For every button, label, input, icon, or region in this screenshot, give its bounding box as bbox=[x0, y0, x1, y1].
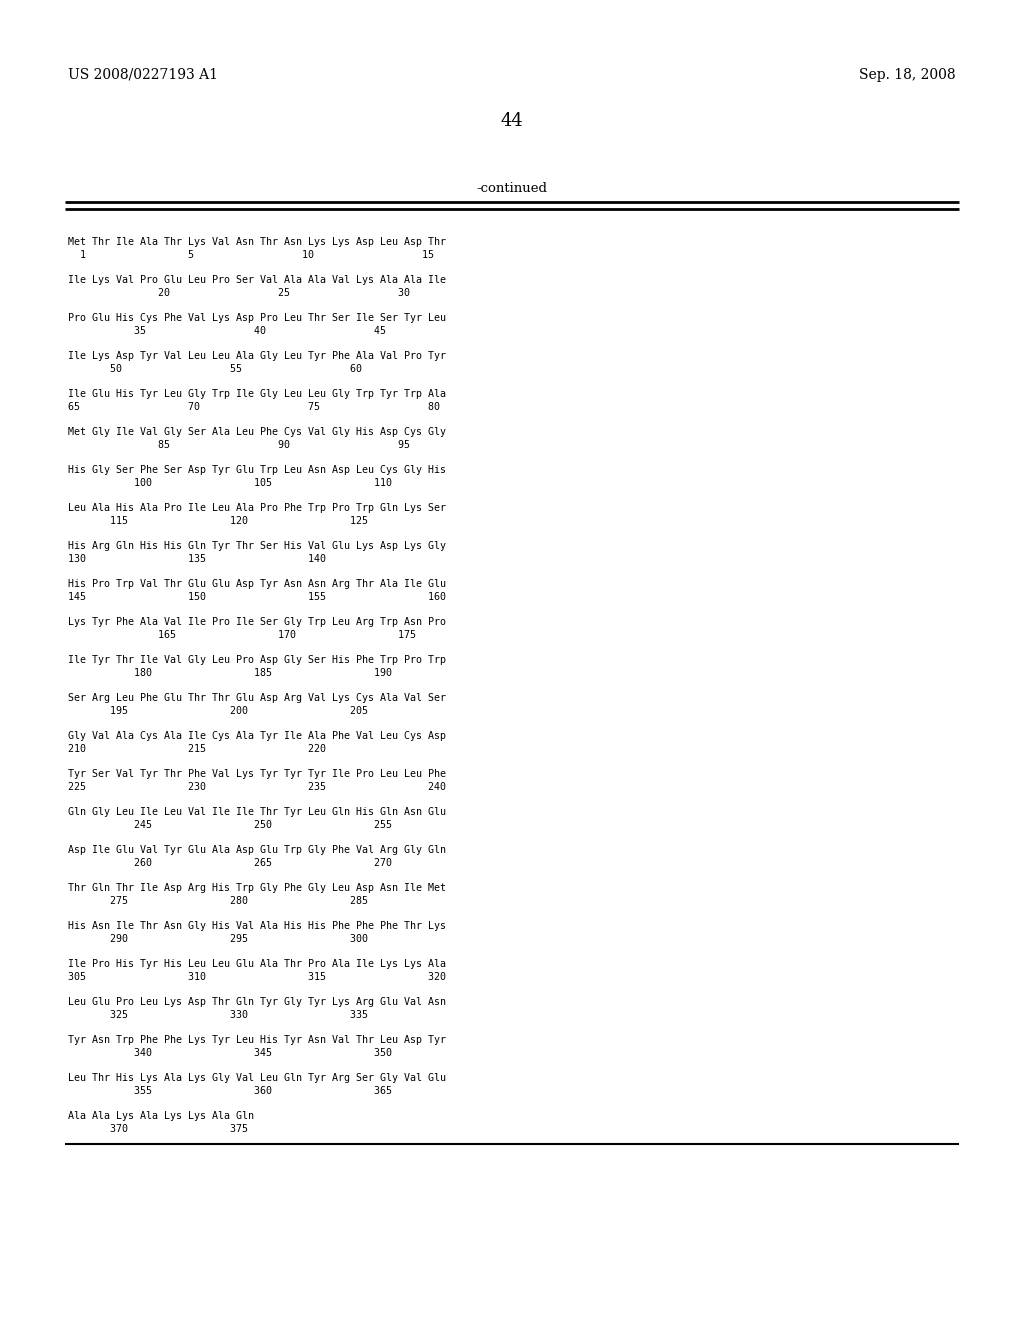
Text: Ile Lys Asp Tyr Val Leu Leu Ala Gly Leu Tyr Phe Ala Val Pro Tyr: Ile Lys Asp Tyr Val Leu Leu Ala Gly Leu … bbox=[68, 351, 446, 360]
Text: His Asn Ile Thr Asn Gly His Val Ala His His Phe Phe Phe Thr Lys: His Asn Ile Thr Asn Gly His Val Ala His … bbox=[68, 921, 446, 931]
Text: 20                  25                  30: 20 25 30 bbox=[68, 288, 410, 298]
Text: 100                 105                 110: 100 105 110 bbox=[68, 478, 392, 488]
Text: 145                 150                 155                 160: 145 150 155 160 bbox=[68, 591, 446, 602]
Text: -continued: -continued bbox=[476, 182, 548, 195]
Text: Asp Ile Glu Val Tyr Glu Ala Asp Glu Trp Gly Phe Val Arg Gly Gln: Asp Ile Glu Val Tyr Glu Ala Asp Glu Trp … bbox=[68, 845, 446, 855]
Text: Pro Glu His Cys Phe Val Lys Asp Pro Leu Thr Ser Ile Ser Tyr Leu: Pro Glu His Cys Phe Val Lys Asp Pro Leu … bbox=[68, 313, 446, 323]
Text: Ala Ala Lys Ala Lys Lys Ala Gln: Ala Ala Lys Ala Lys Lys Ala Gln bbox=[68, 1111, 254, 1121]
Text: 210                 215                 220: 210 215 220 bbox=[68, 744, 326, 754]
Text: 290                 295                 300: 290 295 300 bbox=[68, 935, 368, 944]
Text: Tyr Ser Val Tyr Thr Phe Val Lys Tyr Tyr Tyr Ile Pro Leu Leu Phe: Tyr Ser Val Tyr Thr Phe Val Lys Tyr Tyr … bbox=[68, 770, 446, 779]
Text: Met Thr Ile Ala Thr Lys Val Asn Thr Asn Lys Lys Asp Leu Asp Thr: Met Thr Ile Ala Thr Lys Val Asn Thr Asn … bbox=[68, 238, 446, 247]
Text: 65                  70                  75                  80: 65 70 75 80 bbox=[68, 403, 440, 412]
Text: Ile Lys Val Pro Glu Leu Pro Ser Val Ala Ala Val Lys Ala Ala Ile: Ile Lys Val Pro Glu Leu Pro Ser Val Ala … bbox=[68, 275, 446, 285]
Text: 245                 250                 255: 245 250 255 bbox=[68, 820, 392, 830]
Text: 195                 200                 205: 195 200 205 bbox=[68, 706, 368, 715]
Text: His Pro Trp Val Thr Glu Glu Asp Tyr Asn Asn Arg Thr Ala Ile Glu: His Pro Trp Val Thr Glu Glu Asp Tyr Asn … bbox=[68, 579, 446, 589]
Text: 130                 135                 140: 130 135 140 bbox=[68, 554, 326, 564]
Text: Gln Gly Leu Ile Leu Val Ile Ile Thr Tyr Leu Gln His Gln Asn Glu: Gln Gly Leu Ile Leu Val Ile Ile Thr Tyr … bbox=[68, 807, 446, 817]
Text: Ile Pro His Tyr His Leu Leu Glu Ala Thr Pro Ala Ile Lys Lys Ala: Ile Pro His Tyr His Leu Leu Glu Ala Thr … bbox=[68, 960, 446, 969]
Text: Gly Val Ala Cys Ala Ile Cys Ala Tyr Ile Ala Phe Val Leu Cys Asp: Gly Val Ala Cys Ala Ile Cys Ala Tyr Ile … bbox=[68, 731, 446, 741]
Text: 115                 120                 125: 115 120 125 bbox=[68, 516, 368, 525]
Text: 325                 330                 335: 325 330 335 bbox=[68, 1010, 368, 1020]
Text: His Gly Ser Phe Ser Asp Tyr Glu Trp Leu Asn Asp Leu Cys Gly His: His Gly Ser Phe Ser Asp Tyr Glu Trp Leu … bbox=[68, 465, 446, 475]
Text: US 2008/0227193 A1: US 2008/0227193 A1 bbox=[68, 69, 218, 82]
Text: Lys Tyr Phe Ala Val Ile Pro Ile Ser Gly Trp Leu Arg Trp Asn Pro: Lys Tyr Phe Ala Val Ile Pro Ile Ser Gly … bbox=[68, 616, 446, 627]
Text: 275                 280                 285: 275 280 285 bbox=[68, 896, 368, 906]
Text: 50                  55                  60: 50 55 60 bbox=[68, 364, 362, 374]
Text: 340                 345                 350: 340 345 350 bbox=[68, 1048, 392, 1059]
Text: Ile Tyr Thr Ile Val Gly Leu Pro Asp Gly Ser His Phe Trp Pro Trp: Ile Tyr Thr Ile Val Gly Leu Pro Asp Gly … bbox=[68, 655, 446, 665]
Text: Sep. 18, 2008: Sep. 18, 2008 bbox=[859, 69, 956, 82]
Text: 305                 310                 315                 320: 305 310 315 320 bbox=[68, 972, 446, 982]
Text: Thr Gln Thr Ile Asp Arg His Trp Gly Phe Gly Leu Asp Asn Ile Met: Thr Gln Thr Ile Asp Arg His Trp Gly Phe … bbox=[68, 883, 446, 894]
Text: 260                 265                 270: 260 265 270 bbox=[68, 858, 392, 869]
Text: Ile Glu His Tyr Leu Gly Trp Ile Gly Leu Leu Gly Trp Tyr Trp Ala: Ile Glu His Tyr Leu Gly Trp Ile Gly Leu … bbox=[68, 389, 446, 399]
Text: 165                 170                 175: 165 170 175 bbox=[68, 630, 416, 640]
Text: 35                  40                  45: 35 40 45 bbox=[68, 326, 386, 337]
Text: Tyr Asn Trp Phe Phe Lys Tyr Leu His Tyr Asn Val Thr Leu Asp Tyr: Tyr Asn Trp Phe Phe Lys Tyr Leu His Tyr … bbox=[68, 1035, 446, 1045]
Text: Leu Glu Pro Leu Lys Asp Thr Gln Tyr Gly Tyr Lys Arg Glu Val Asn: Leu Glu Pro Leu Lys Asp Thr Gln Tyr Gly … bbox=[68, 997, 446, 1007]
Text: 180                 185                 190: 180 185 190 bbox=[68, 668, 392, 678]
Text: 355                 360                 365: 355 360 365 bbox=[68, 1086, 392, 1096]
Text: 225                 230                 235                 240: 225 230 235 240 bbox=[68, 781, 446, 792]
Text: 44: 44 bbox=[501, 112, 523, 129]
Text: Leu Thr His Lys Ala Lys Gly Val Leu Gln Tyr Arg Ser Gly Val Glu: Leu Thr His Lys Ala Lys Gly Val Leu Gln … bbox=[68, 1073, 446, 1082]
Text: Leu Ala His Ala Pro Ile Leu Ala Pro Phe Trp Pro Trp Gln Lys Ser: Leu Ala His Ala Pro Ile Leu Ala Pro Phe … bbox=[68, 503, 446, 513]
Text: His Arg Gln His His Gln Tyr Thr Ser His Val Glu Lys Asp Lys Gly: His Arg Gln His His Gln Tyr Thr Ser His … bbox=[68, 541, 446, 550]
Text: 85                  90                  95: 85 90 95 bbox=[68, 440, 410, 450]
Text: Ser Arg Leu Phe Glu Thr Thr Glu Asp Arg Val Lys Cys Ala Val Ser: Ser Arg Leu Phe Glu Thr Thr Glu Asp Arg … bbox=[68, 693, 446, 704]
Text: 1                 5                  10                  15: 1 5 10 15 bbox=[68, 249, 434, 260]
Text: Met Gly Ile Val Gly Ser Ala Leu Phe Cys Val Gly His Asp Cys Gly: Met Gly Ile Val Gly Ser Ala Leu Phe Cys … bbox=[68, 426, 446, 437]
Text: 370                 375: 370 375 bbox=[68, 1125, 248, 1134]
